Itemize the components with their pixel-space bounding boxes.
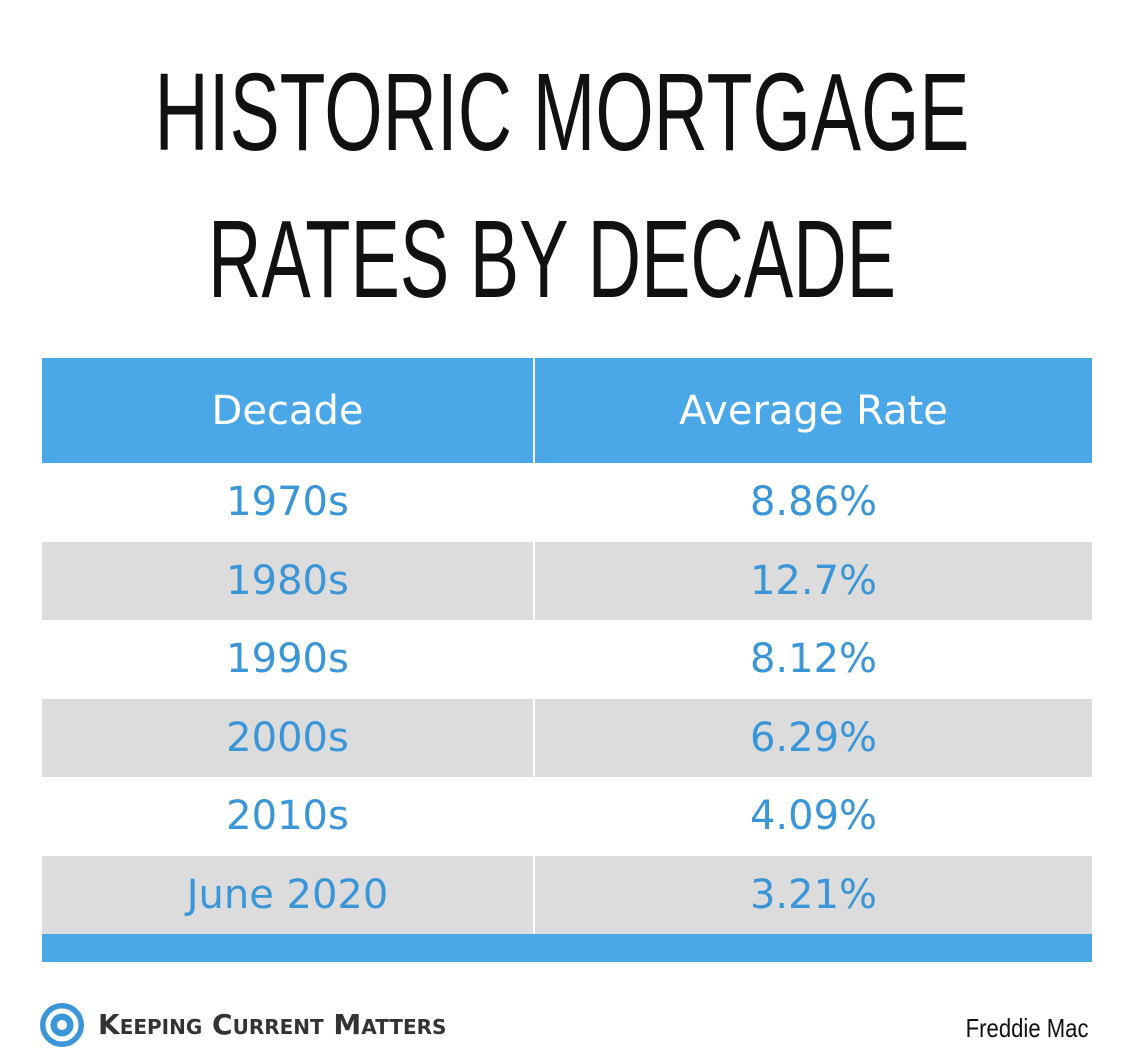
- title-line: RATES BY DECADE: [208, 198, 896, 321]
- table-cell: 6.29%: [749, 714, 878, 761]
- table-cell: 1980s: [226, 557, 349, 604]
- table-cell: 8.86%: [749, 479, 878, 526]
- column-header: Decade: [211, 387, 364, 434]
- brand: Keeping Current Matters: [98, 1008, 447, 1041]
- source: Freddie Mac: [965, 1013, 1088, 1043]
- table-cell: June 2020: [186, 871, 389, 918]
- table-footer-bar: [42, 934, 1092, 962]
- table-cell: 3.21%: [749, 871, 878, 918]
- table-cell: 1970s: [226, 479, 349, 526]
- table-cell: 2010s: [226, 793, 349, 840]
- column-header: Average Rate: [679, 387, 948, 434]
- table-cell: 2000s: [226, 714, 349, 761]
- table-cell: 8.12%: [749, 636, 878, 683]
- column-divider: [533, 855, 535, 934]
- table-cell: 1990s: [226, 636, 349, 683]
- table-cell: 4.09%: [749, 793, 878, 840]
- table-row: [42, 855, 1092, 934]
- header-row: [42, 358, 1092, 463]
- table-row: [42, 620, 1092, 699]
- column-divider: [533, 698, 535, 777]
- title-area: HISTORIC MORTGAGE RATES BY DECADE: [155, 51, 970, 321]
- table-row: [42, 698, 1092, 777]
- table-row: [42, 463, 1092, 542]
- table-cell: 12.7%: [749, 557, 878, 604]
- column-divider: [533, 541, 535, 620]
- logo-icon: [40, 1003, 84, 1047]
- title-line: HISTORIC MORTGAGE: [155, 51, 970, 174]
- table-row: [42, 541, 1092, 620]
- table-row: [42, 777, 1092, 856]
- column-divider: [533, 358, 535, 463]
